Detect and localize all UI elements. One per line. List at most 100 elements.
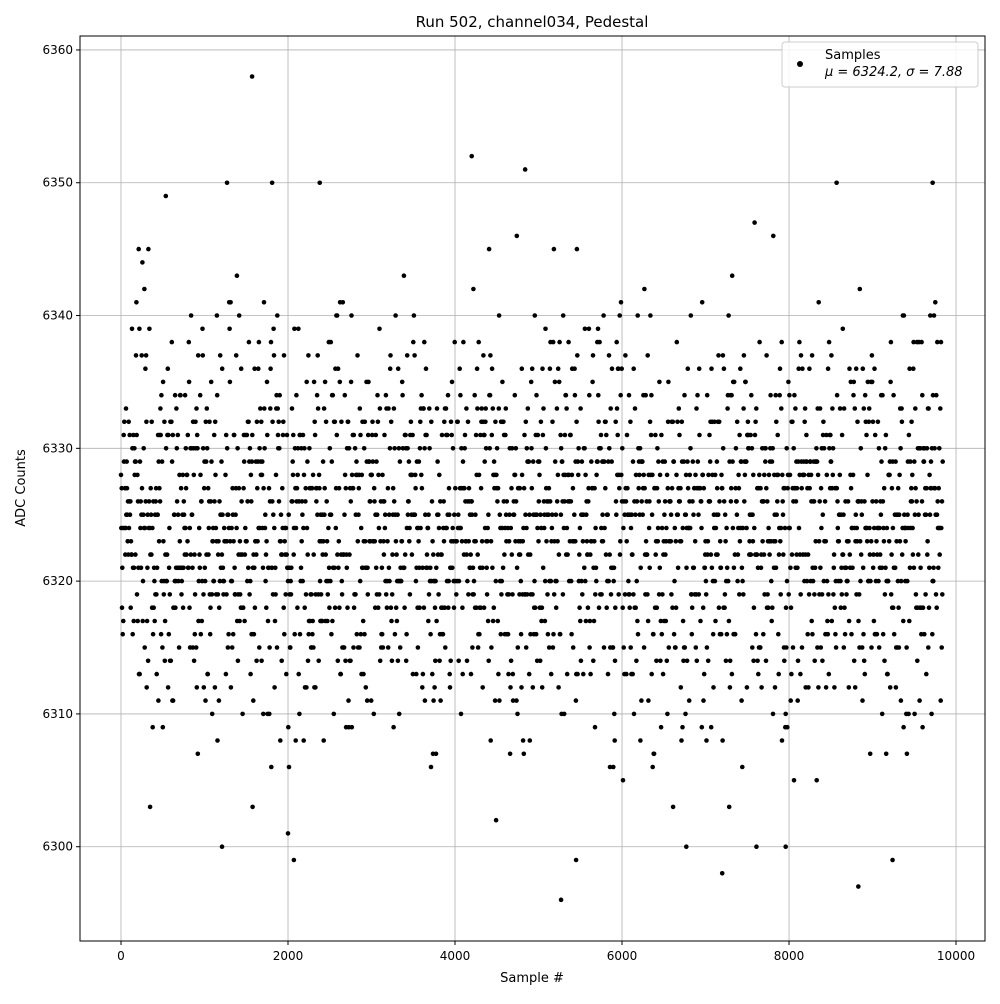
data-point	[853, 366, 859, 372]
y-tick-label: 6360	[42, 43, 73, 57]
data-point	[506, 539, 512, 544]
data-point	[274, 645, 280, 650]
data-point	[446, 605, 451, 610]
data-point	[577, 552, 582, 557]
data-point	[203, 459, 209, 464]
data-point	[506, 671, 511, 677]
data-point	[696, 366, 702, 372]
data-point	[156, 459, 161, 464]
data-point	[486, 658, 492, 664]
data-point	[406, 459, 412, 464]
data-point	[211, 578, 217, 584]
data-point	[710, 631, 716, 637]
data-point	[352, 446, 358, 451]
data-point	[510, 592, 515, 597]
data-point	[551, 592, 557, 597]
data-point	[426, 592, 432, 597]
y-axis-label: ADC Counts	[14, 449, 29, 527]
data-point	[536, 539, 541, 544]
data-point	[307, 446, 312, 451]
data-point	[590, 353, 596, 358]
data-point	[326, 525, 331, 531]
data-point	[815, 472, 821, 478]
data-point	[909, 419, 914, 425]
data-point	[784, 446, 789, 451]
data-point	[934, 605, 939, 610]
data-point	[336, 539, 342, 544]
data-point	[232, 565, 237, 571]
data-point	[373, 432, 379, 438]
data-point	[395, 658, 401, 664]
data-point	[316, 472, 322, 478]
data-point	[196, 578, 202, 584]
data-point	[733, 446, 739, 451]
data-point	[711, 685, 716, 690]
data-point	[231, 432, 237, 438]
data-point	[548, 671, 554, 677]
data-point	[856, 592, 862, 597]
data-point	[782, 525, 788, 531]
data-point	[178, 485, 184, 491]
data-point	[164, 578, 170, 584]
data-point	[374, 459, 379, 464]
data-point	[514, 698, 519, 703]
data-point	[643, 392, 648, 398]
data-point	[559, 459, 565, 464]
data-point	[691, 512, 696, 517]
data-point	[695, 392, 700, 398]
data-point	[523, 512, 528, 517]
data-point	[493, 817, 499, 823]
data-point	[630, 671, 635, 677]
data-point	[703, 578, 709, 584]
data-point	[514, 233, 520, 239]
data-point	[881, 525, 886, 531]
data-point	[665, 485, 671, 491]
data-point	[305, 658, 311, 664]
data-point	[820, 512, 826, 517]
data-point	[302, 446, 307, 451]
data-point	[656, 459, 661, 464]
data-point	[242, 618, 247, 624]
data-point	[688, 313, 694, 318]
data-point	[473, 539, 479, 544]
data-point	[769, 578, 774, 584]
data-point	[195, 751, 201, 757]
data-point	[624, 539, 629, 544]
data-point	[722, 605, 727, 610]
data-point	[494, 472, 499, 478]
data-point	[259, 419, 264, 425]
data-point	[304, 525, 310, 531]
data-point	[923, 512, 929, 517]
data-point	[880, 392, 885, 398]
data-point	[438, 499, 443, 504]
data-point	[832, 685, 837, 690]
data-point	[744, 459, 749, 464]
data-point	[527, 512, 532, 517]
data-point	[447, 671, 453, 677]
data-point	[182, 392, 188, 398]
y-tick-label: 6340	[42, 309, 73, 323]
data-point	[722, 592, 728, 597]
data-point	[624, 671, 629, 677]
data-point	[644, 552, 650, 557]
data-point	[506, 592, 512, 597]
data-point	[357, 578, 363, 584]
data-point	[816, 539, 822, 544]
data-point	[281, 353, 287, 358]
data-point	[498, 631, 504, 637]
data-point	[759, 685, 764, 690]
data-point	[553, 512, 559, 517]
data-point	[207, 631, 213, 637]
data-point	[152, 578, 157, 584]
data-point	[775, 432, 780, 438]
data-point	[329, 459, 335, 464]
data-point	[734, 499, 739, 504]
data-point	[294, 485, 300, 491]
data-point	[739, 459, 744, 464]
data-point	[841, 512, 846, 517]
data-point	[462, 432, 468, 438]
data-point	[149, 552, 154, 557]
data-point	[296, 671, 302, 677]
data-point	[294, 392, 299, 398]
data-point	[244, 539, 249, 544]
